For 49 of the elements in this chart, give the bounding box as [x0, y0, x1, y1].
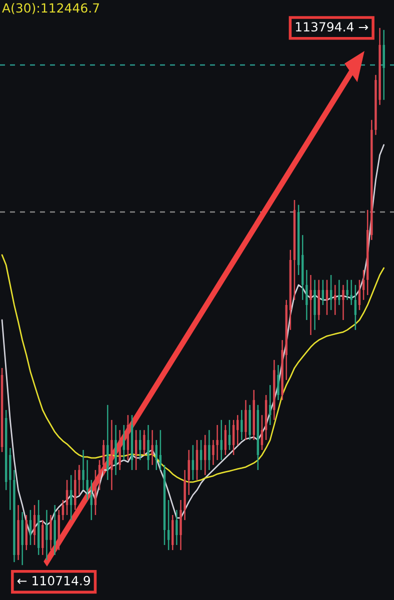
candlestick	[204, 434, 206, 476]
candlestick	[46, 509, 48, 561]
candlestick	[102, 439, 105, 476]
candlestick	[216, 424, 218, 461]
candlestick	[306, 269, 308, 321]
annotation: 113794.4 →	[296, 22, 368, 32]
candlestick	[277, 364, 280, 401]
candlestick	[42, 519, 44, 556]
candlestick	[155, 439, 158, 471]
candlestick	[240, 409, 243, 441]
candlestick	[322, 279, 324, 306]
candlestick	[29, 509, 32, 546]
candlestick	[86, 459, 88, 501]
candlestick	[70, 474, 72, 521]
candlestick	[358, 279, 361, 311]
candlestick	[134, 429, 138, 471]
candlestick	[62, 499, 64, 521]
candlestick	[244, 399, 247, 441]
candlestick	[354, 284, 357, 331]
text: ← 110714.9	[17, 576, 90, 586]
candlestick	[346, 279, 348, 301]
candlestick	[147, 424, 150, 471]
candlestick	[159, 429, 162, 471]
candlestick	[330, 274, 332, 311]
text: A(30):112446.7	[2, 3, 99, 14]
candlestick	[78, 464, 80, 496]
candlestick	[334, 284, 336, 316]
candlestick	[220, 419, 222, 461]
candlestick	[66, 479, 68, 516]
candlestick	[143, 429, 146, 456]
candlestick	[139, 429, 142, 461]
candlestick	[122, 424, 126, 461]
candlestick	[176, 509, 178, 546]
candlestick	[50, 514, 52, 551]
candlestick	[208, 429, 210, 471]
candlestick	[151, 429, 154, 466]
candlestick	[192, 444, 194, 481]
candlestick	[350, 279, 352, 306]
candlestick	[212, 439, 214, 466]
candlestick	[188, 449, 190, 496]
candlestick	[342, 284, 344, 321]
candlestick	[310, 274, 312, 336]
candlestick	[224, 424, 227, 456]
candlestick	[338, 279, 340, 306]
candlestick	[167, 499, 170, 551]
candlestick	[82, 449, 84, 491]
candlestick	[260, 414, 264, 451]
candlestick	[98, 459, 101, 491]
candlestick	[326, 279, 328, 316]
